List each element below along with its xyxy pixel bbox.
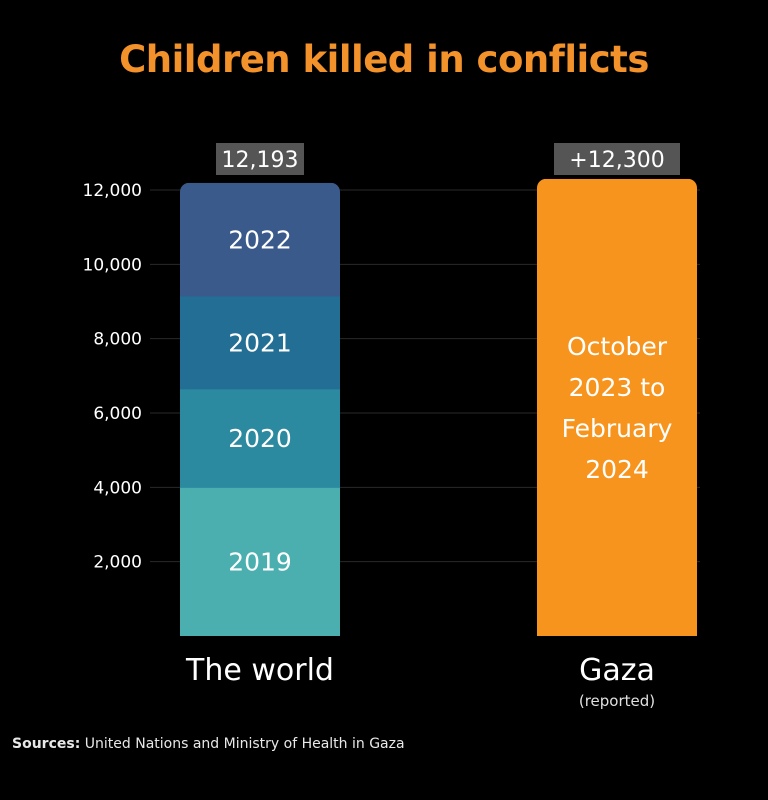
bar-segment [180,295,340,390]
segment-label: October [567,332,668,361]
total-label: +12,300 [569,148,664,173]
segment-label: 2023 to [569,373,666,402]
y-tick-label: 8,000 [93,330,142,350]
segment-label: 2019 [228,548,292,577]
bar-segment [180,182,340,297]
y-tick-label: 4,000 [93,478,142,498]
x-category-label: Gaza [579,653,655,688]
y-tick-label: 12,000 [83,181,142,201]
source-label: Sources: [12,736,81,752]
y-tick-label: 6,000 [93,404,142,424]
bar-segment [180,487,340,636]
source-text: United Nations and Ministry of Health in… [84,736,405,752]
segment-label: 2020 [228,424,292,453]
segment-label: 2021 [228,328,292,357]
x-category-label: The world [185,653,334,688]
chart-title: Children killed in conflicts [119,38,649,81]
segment-label: 2024 [585,455,649,484]
bar-segment [180,388,340,488]
source-note: Sources: United Nations and Ministry of … [12,736,405,752]
bar-segment [537,178,697,636]
total-label-box [216,143,304,175]
y-tick-label: 2,000 [93,553,142,573]
segment-label: February [562,414,673,443]
x-category-sublabel: (reported) [579,692,655,710]
total-label: 12,193 [222,148,299,173]
total-label-box [554,143,680,175]
y-tick-label: 10,000 [83,255,142,275]
segment-label: 2022 [228,225,292,254]
